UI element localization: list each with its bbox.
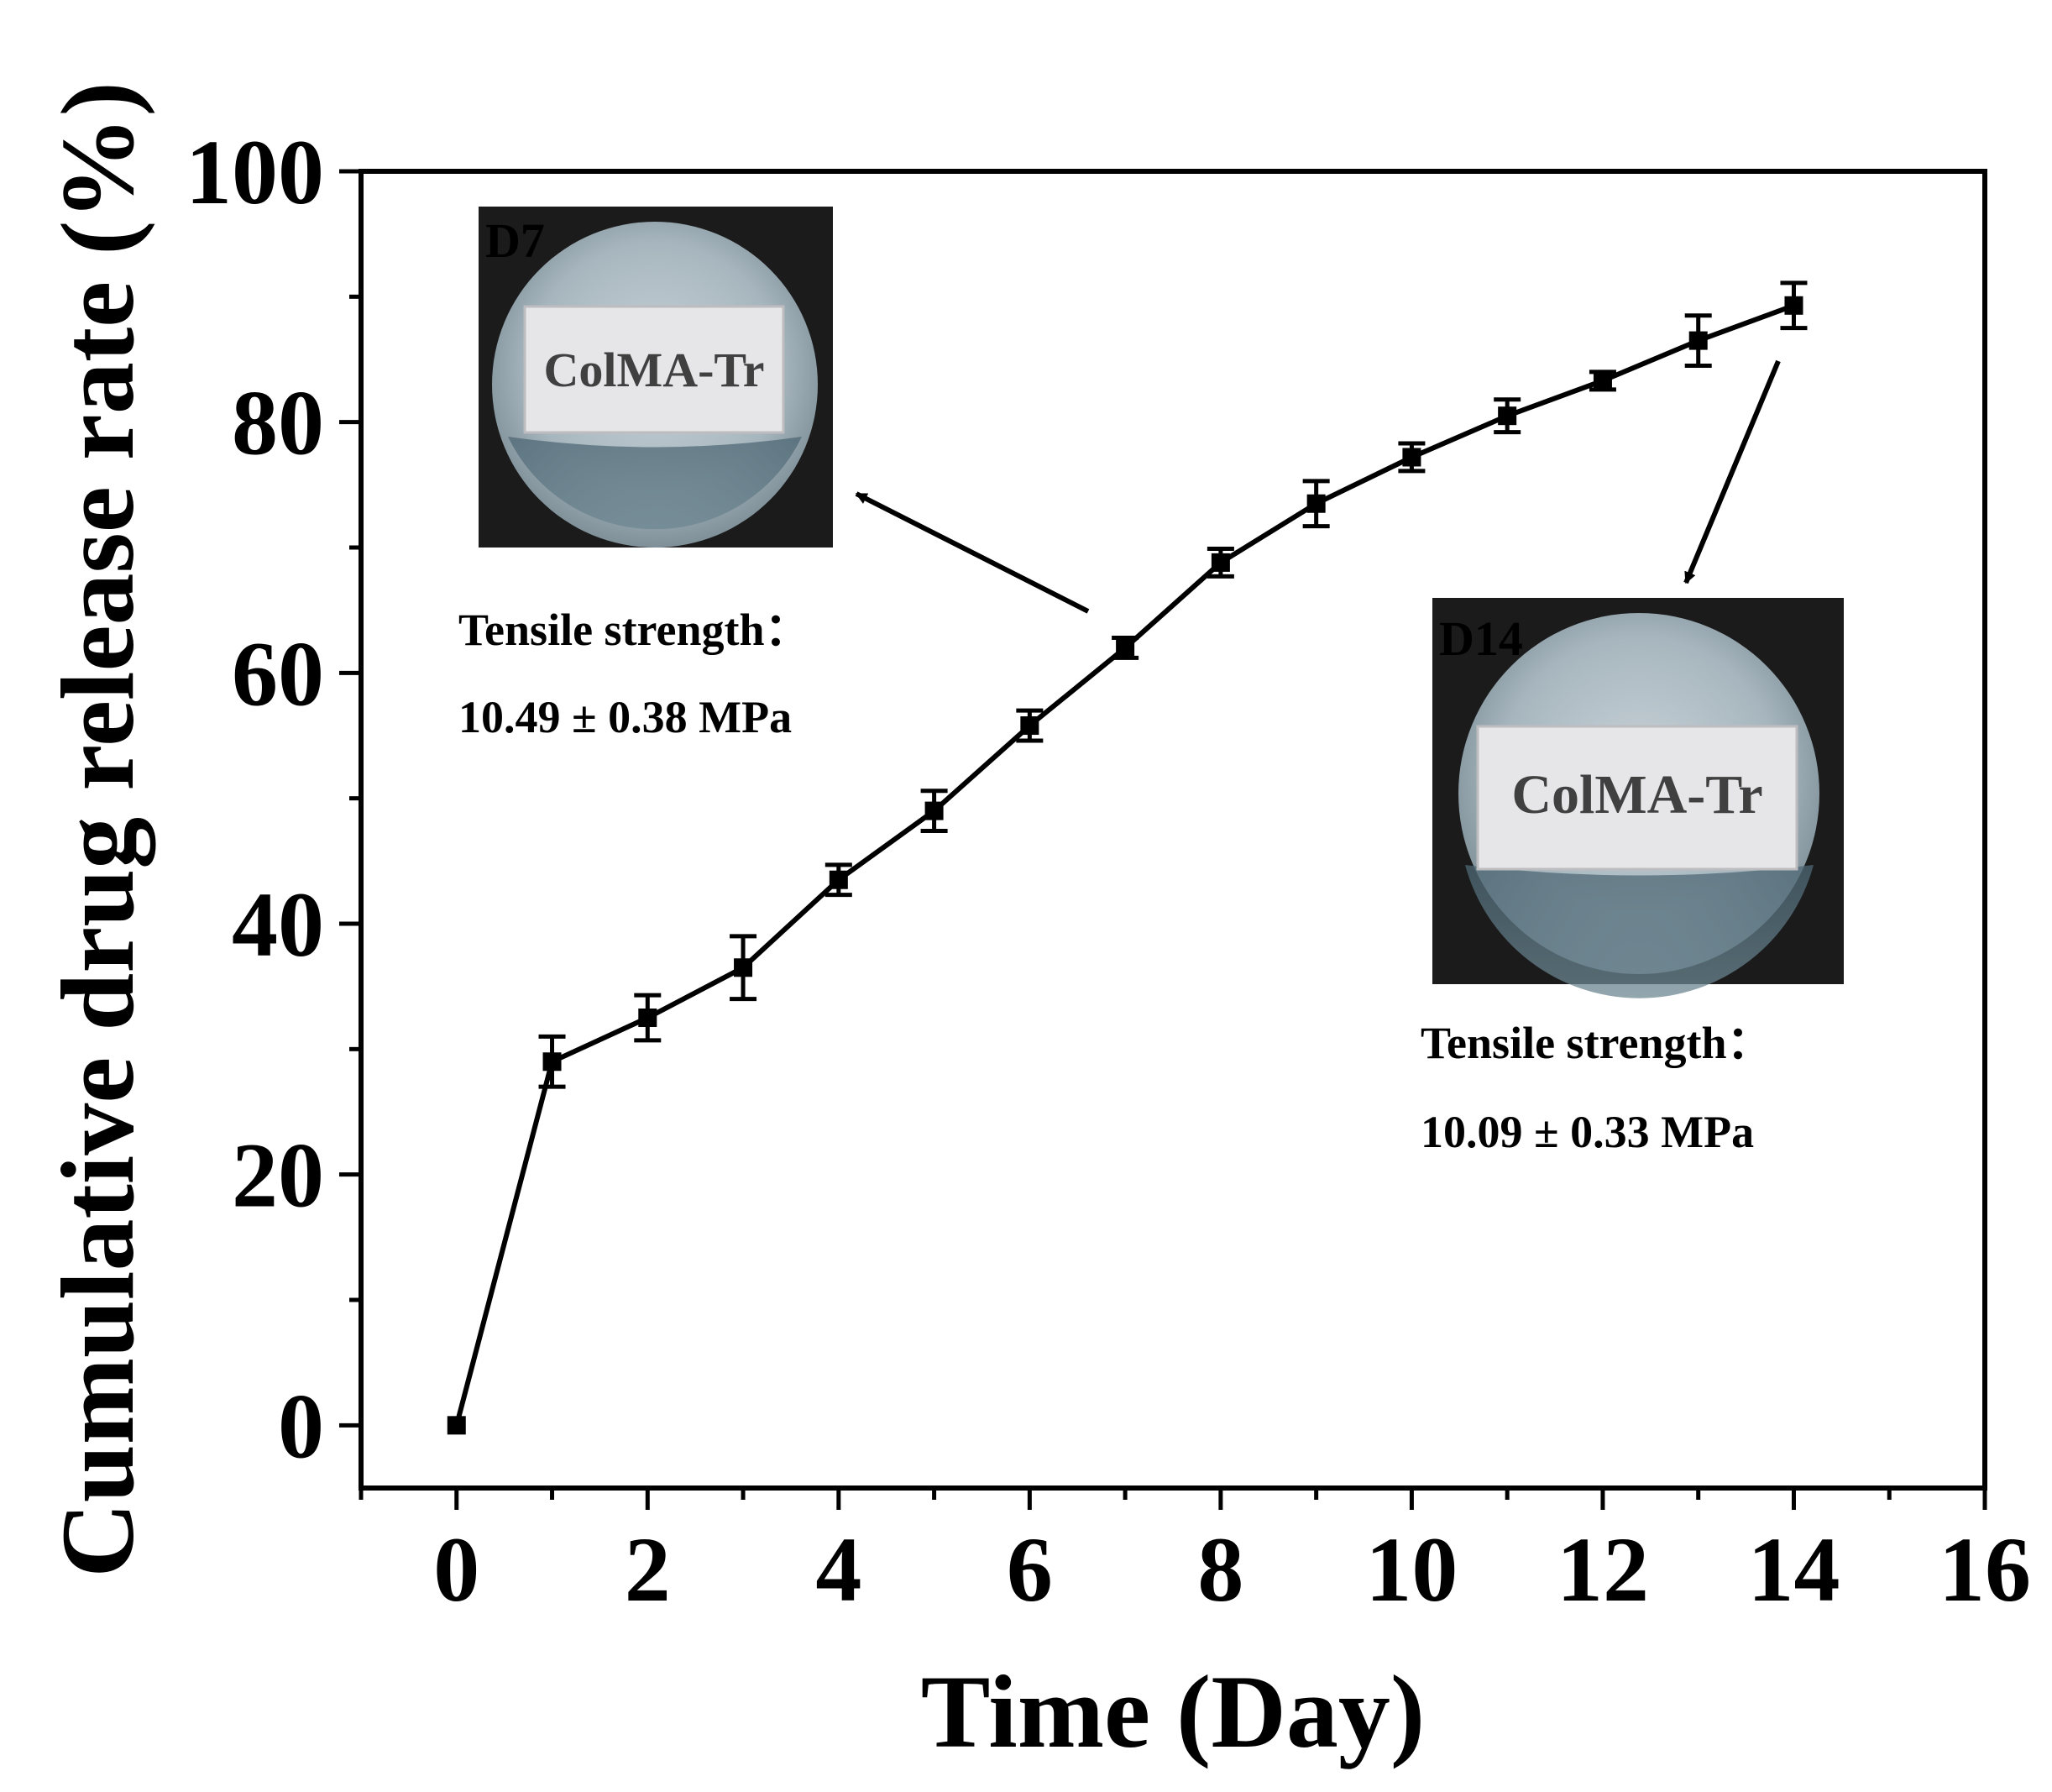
y-axis-tick-labels: 0 20 40 60 80 100 — [186, 121, 324, 1477]
release-series — [447, 280, 1808, 1435]
data-point — [1688, 331, 1708, 350]
photo-d14-paper-tag — [1476, 725, 1798, 871]
data-markers — [447, 296, 1803, 1435]
data-point — [924, 801, 944, 820]
photo-d7-tag: D7 — [485, 213, 545, 268]
x-tick-label: 4 — [815, 1518, 861, 1621]
x-axis-title: Time (Day) — [921, 1654, 1425, 1769]
photo-d14-tag: D14 — [1439, 611, 1523, 666]
photo-d7-label: ColMA-Tr — [543, 343, 764, 397]
data-point — [829, 870, 848, 889]
photo-d14-gel-shadow — [1465, 865, 1814, 998]
x-tick-label: 16 — [1939, 1518, 2031, 1621]
y-tick-label: 40 — [232, 873, 324, 976]
y-tick-label: 60 — [232, 622, 324, 725]
data-point — [1402, 448, 1421, 467]
data-point — [1020, 716, 1039, 736]
plot-frame — [359, 169, 1987, 1491]
x-tick-label: 0 — [433, 1518, 479, 1621]
y-tick-label: 0 — [278, 1375, 324, 1477]
photo-d7-gel-shadow — [508, 437, 802, 530]
y-axis-title: Cumulative drug release rate (%) — [40, 81, 156, 1578]
data-point — [1116, 638, 1135, 658]
data-point — [542, 1052, 562, 1072]
x-tick-label: 10 — [1365, 1518, 1458, 1621]
data-point — [1784, 296, 1803, 315]
y-tick-label: 80 — [232, 372, 324, 474]
x-tick-label: 14 — [1747, 1518, 1840, 1621]
d7-callout-arrow — [855, 491, 1090, 614]
data-point — [1211, 553, 1230, 572]
data-point — [638, 1009, 657, 1027]
x-tick-label: 12 — [1557, 1518, 1649, 1621]
photo-d7: D7 ColMA-Tr — [479, 207, 833, 548]
x-tick-label: 6 — [1007, 1518, 1053, 1621]
data-point — [1498, 406, 1517, 426]
x-axis-ticks — [359, 1488, 1987, 1510]
x-tick-label: 8 — [1197, 1518, 1243, 1621]
x-axis-tick-labels: 0 2 4 6 8 10 12 14 16 — [433, 1518, 2031, 1621]
d14-tensile-label: Tensile strength： — [1421, 1018, 1772, 1068]
photo-d14: D14 ColMA-Tr — [1432, 598, 1844, 998]
data-point — [1306, 494, 1326, 513]
d14-tensile-value: 10.09 ± 0.33 MPa — [1421, 1107, 1754, 1157]
d7-tensile-label: Tensile strength： — [458, 605, 810, 655]
data-point — [734, 958, 753, 977]
y-axis-ticks — [339, 169, 361, 1428]
data-point — [447, 1416, 466, 1435]
y-tick-label: 20 — [232, 1124, 324, 1227]
photo-d14-label: ColMA-Tr — [1511, 764, 1762, 825]
data-point — [1593, 371, 1612, 390]
d14-callout-arrow — [1683, 359, 1781, 584]
d7-tensile-value: 10.49 ± 0.38 MPa — [458, 692, 792, 742]
y-tick-label: 100 — [186, 121, 324, 223]
x-tick-label: 2 — [625, 1518, 671, 1621]
photo-d7-paper-tag — [523, 305, 785, 434]
